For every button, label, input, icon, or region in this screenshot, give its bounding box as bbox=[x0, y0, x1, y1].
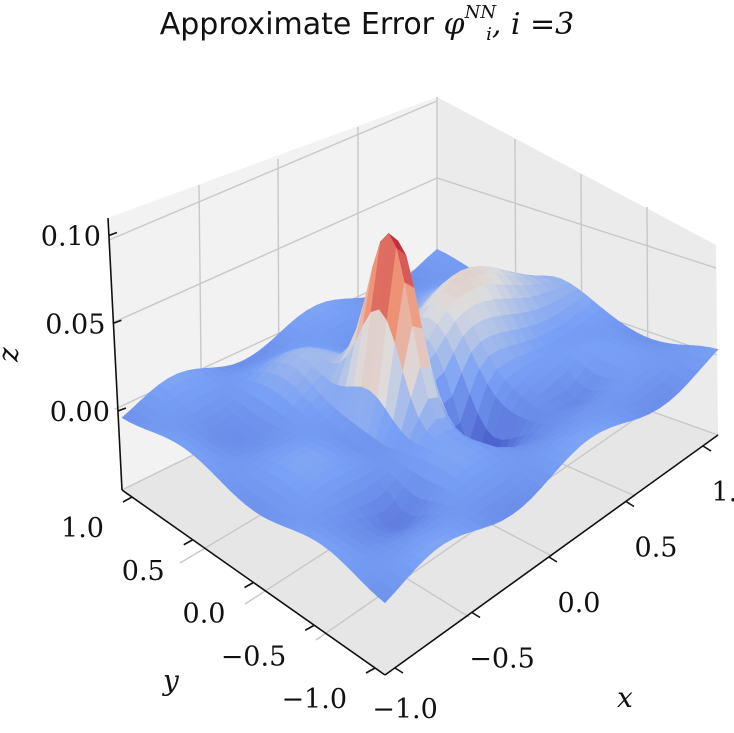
x-axis-line bbox=[384, 434, 719, 676]
z-tick-label: 0.05 bbox=[45, 309, 105, 340]
x-tick-label: 0.5 bbox=[635, 533, 678, 564]
title-symbol: φ bbox=[443, 7, 465, 42]
title-suffix: , i =3 bbox=[491, 7, 575, 42]
chart-title: Approximate Error φNNi, i =3 bbox=[0, 2, 734, 45]
z-tick-label: 0.10 bbox=[41, 222, 101, 253]
z-axis-label: z bbox=[0, 347, 25, 363]
x-tick-label: −0.5 bbox=[469, 644, 535, 675]
x-tick-mark bbox=[625, 500, 635, 508]
surface bbox=[121, 232, 719, 604]
x-tick-mark bbox=[548, 556, 558, 563]
y-tick-mark bbox=[365, 667, 376, 674]
tick-marks bbox=[108, 231, 712, 674]
y-axis-label: y bbox=[161, 664, 180, 697]
x-axis-label: x bbox=[617, 681, 633, 714]
z-tick-mark bbox=[117, 407, 127, 412]
y-tick-label: −1.0 bbox=[281, 684, 347, 715]
z-tick-label: 0.00 bbox=[50, 397, 110, 428]
x-tick-mark bbox=[394, 667, 404, 674]
surface-patch bbox=[376, 585, 396, 604]
y-tick-mark bbox=[304, 624, 315, 631]
y-tick-label: 0.0 bbox=[183, 599, 226, 630]
title-prefix: Approximate Error bbox=[159, 7, 444, 42]
y-tick-mark bbox=[244, 581, 254, 589]
x-tick-label: 1.0 bbox=[712, 477, 734, 508]
y-tick-mark bbox=[122, 496, 133, 503]
y-tick-label: 0.5 bbox=[122, 556, 165, 587]
x-tick-label: −1.0 bbox=[372, 694, 438, 725]
tick-labels: −1.0 −0.5 0.0 0.5 1.0 −1.0 −0.5 0.0 0.5 1.0 0.00 0.… bbox=[41, 222, 734, 725]
x-tick-label: 0.0 bbox=[558, 588, 601, 619]
y-tick-label: 1.0 bbox=[61, 513, 104, 544]
title-superscript: NN bbox=[464, 2, 497, 23]
z-tick-mark bbox=[108, 231, 118, 237]
z-tick-mark bbox=[113, 319, 122, 325]
z-axis-line bbox=[107, 217, 123, 491]
x-tick-mark bbox=[702, 445, 712, 452]
x-tick-mark bbox=[471, 611, 481, 619]
title-subscript: i bbox=[486, 24, 492, 45]
y-tick-label: −0.5 bbox=[221, 641, 287, 672]
y-tick-mark bbox=[183, 539, 194, 546]
